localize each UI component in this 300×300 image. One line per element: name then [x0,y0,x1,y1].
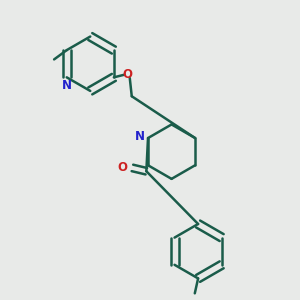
Text: O: O [123,68,133,81]
Text: O: O [117,161,128,174]
Text: N: N [62,79,72,92]
Text: N: N [135,130,146,143]
